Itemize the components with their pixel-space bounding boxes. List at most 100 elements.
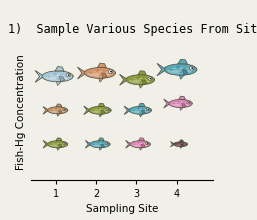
Circle shape: [137, 142, 140, 144]
Polygon shape: [98, 103, 105, 106]
Ellipse shape: [50, 109, 65, 113]
Polygon shape: [57, 114, 60, 116]
Ellipse shape: [85, 68, 115, 78]
Circle shape: [97, 108, 99, 110]
Circle shape: [180, 145, 181, 146]
Circle shape: [177, 101, 180, 103]
Ellipse shape: [132, 143, 148, 147]
Polygon shape: [170, 141, 175, 147]
Circle shape: [180, 104, 182, 106]
Polygon shape: [124, 106, 131, 115]
Ellipse shape: [132, 109, 148, 113]
Polygon shape: [120, 74, 128, 85]
Circle shape: [47, 75, 50, 77]
Circle shape: [142, 109, 144, 110]
Polygon shape: [85, 140, 91, 148]
Circle shape: [42, 73, 45, 75]
Circle shape: [68, 74, 70, 76]
Circle shape: [99, 111, 101, 113]
Circle shape: [133, 110, 135, 111]
Circle shape: [146, 142, 149, 145]
Circle shape: [182, 102, 185, 104]
Circle shape: [130, 142, 132, 144]
Polygon shape: [59, 76, 65, 82]
Ellipse shape: [90, 141, 110, 148]
Circle shape: [106, 108, 109, 111]
Ellipse shape: [169, 99, 192, 108]
Circle shape: [108, 70, 113, 73]
Circle shape: [137, 108, 140, 110]
Ellipse shape: [130, 141, 150, 148]
Ellipse shape: [126, 75, 154, 85]
Polygon shape: [179, 140, 183, 142]
Polygon shape: [56, 138, 62, 141]
Ellipse shape: [42, 71, 73, 82]
Circle shape: [150, 78, 151, 79]
Polygon shape: [55, 67, 64, 71]
Circle shape: [57, 111, 59, 113]
X-axis label: Sampling Site: Sampling Site: [86, 204, 158, 214]
Circle shape: [59, 143, 61, 144]
Circle shape: [148, 109, 149, 110]
Polygon shape: [139, 85, 143, 88]
Circle shape: [63, 108, 66, 111]
Circle shape: [97, 142, 99, 144]
Ellipse shape: [88, 71, 111, 77]
Circle shape: [189, 66, 194, 70]
Circle shape: [131, 79, 133, 81]
Circle shape: [64, 143, 66, 144]
Circle shape: [93, 143, 95, 145]
Circle shape: [187, 101, 190, 104]
Circle shape: [107, 143, 108, 144]
Polygon shape: [57, 148, 60, 150]
Circle shape: [53, 73, 57, 76]
Polygon shape: [101, 110, 105, 114]
Circle shape: [51, 143, 53, 145]
Circle shape: [126, 77, 128, 79]
Circle shape: [110, 71, 112, 73]
Polygon shape: [56, 82, 61, 86]
Circle shape: [142, 78, 145, 80]
Circle shape: [93, 110, 95, 111]
Polygon shape: [84, 106, 90, 115]
Circle shape: [55, 142, 57, 144]
Circle shape: [173, 103, 175, 104]
Circle shape: [107, 109, 109, 110]
Polygon shape: [180, 147, 182, 148]
Circle shape: [136, 76, 140, 79]
Polygon shape: [179, 75, 184, 79]
Polygon shape: [180, 108, 183, 110]
Circle shape: [48, 142, 49, 144]
Polygon shape: [35, 70, 44, 82]
Ellipse shape: [48, 141, 68, 148]
Circle shape: [89, 108, 91, 110]
Polygon shape: [99, 78, 103, 82]
Circle shape: [164, 66, 167, 68]
Circle shape: [99, 145, 101, 147]
Circle shape: [174, 143, 175, 144]
Polygon shape: [138, 71, 146, 75]
Circle shape: [148, 77, 152, 80]
Circle shape: [182, 143, 183, 144]
Polygon shape: [178, 59, 187, 64]
Polygon shape: [126, 140, 132, 148]
Circle shape: [179, 71, 182, 73]
Circle shape: [176, 66, 180, 69]
Circle shape: [96, 69, 99, 72]
Circle shape: [140, 145, 141, 147]
Ellipse shape: [91, 109, 108, 113]
Ellipse shape: [129, 106, 151, 114]
Circle shape: [183, 67, 186, 70]
Ellipse shape: [129, 78, 150, 84]
Circle shape: [51, 110, 53, 111]
Circle shape: [139, 81, 142, 83]
Circle shape: [59, 109, 61, 110]
Ellipse shape: [171, 102, 189, 106]
Circle shape: [188, 102, 190, 103]
Circle shape: [134, 143, 135, 145]
Ellipse shape: [168, 68, 192, 74]
Polygon shape: [140, 148, 142, 150]
Polygon shape: [142, 80, 147, 85]
Polygon shape: [56, 104, 62, 107]
Circle shape: [142, 143, 144, 144]
